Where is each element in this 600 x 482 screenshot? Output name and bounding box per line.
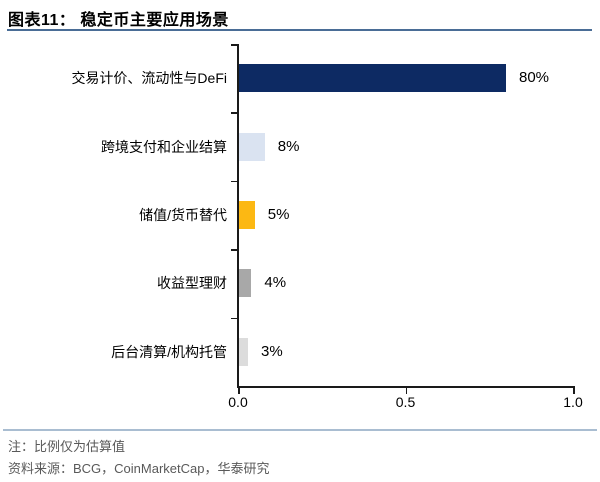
category-label: 跨境支付和企业结算 xyxy=(101,138,227,155)
bar xyxy=(238,337,249,366)
source-text: 资料来源：BCG，CoinMarketCap，华泰研究 xyxy=(8,461,270,476)
x-axis-line xyxy=(237,386,575,388)
x-tick-label: 0.5 xyxy=(395,394,416,410)
y-axis-tick xyxy=(231,249,237,251)
bar xyxy=(238,201,255,229)
value-label: 80% xyxy=(519,69,550,87)
y-axis-tick xyxy=(231,317,237,320)
category-label: 交易计价、流动性与DeFi xyxy=(71,70,227,87)
x-tick-label: 0.0 xyxy=(228,394,248,410)
y-axis-tick xyxy=(231,180,237,183)
y-axis-tick xyxy=(231,44,237,46)
x-tick-label: 1.0 xyxy=(563,394,583,410)
title-underline xyxy=(7,29,592,31)
y-axis-line xyxy=(237,44,239,387)
value-label: 5% xyxy=(267,206,290,223)
footer-divider xyxy=(3,429,597,431)
value-label: 3% xyxy=(261,342,283,360)
x-axis-tick xyxy=(573,388,575,394)
value-label: 4% xyxy=(264,274,287,292)
bar xyxy=(238,64,506,93)
y-axis-tick xyxy=(231,112,237,114)
page-title: 图表11： 稳定币主要应用场景 xyxy=(8,12,229,29)
note-text: 注：比例仅为估算值 xyxy=(8,439,126,454)
category-label: 储值/货币替代 xyxy=(139,207,227,223)
category-label: 后台清算/机构托管 xyxy=(111,343,227,360)
bar xyxy=(238,269,252,298)
x-axis-tick xyxy=(238,388,240,394)
bar xyxy=(238,132,265,161)
x-axis-tick xyxy=(405,388,407,394)
value-label: 8% xyxy=(277,137,300,155)
category-label: 收益型理财 xyxy=(157,275,227,292)
